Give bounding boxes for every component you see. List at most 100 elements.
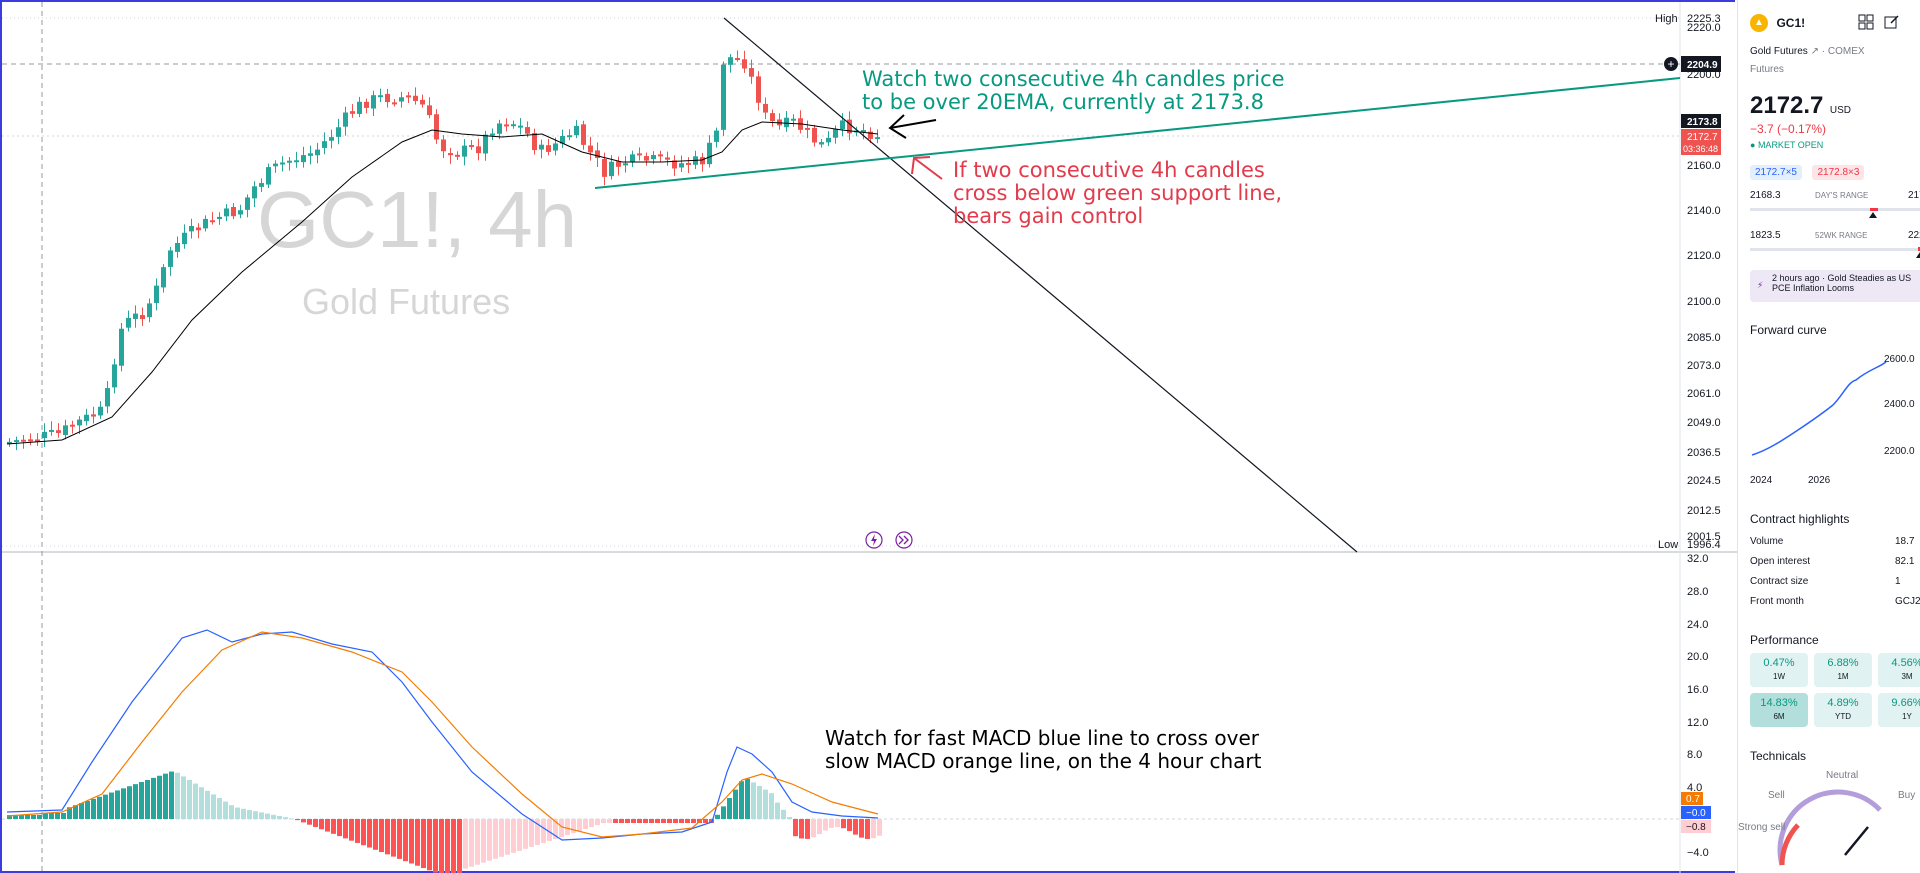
macd-histogram-bar	[853, 819, 858, 835]
symbol-name-row[interactable]: Gold Futures ↗ · COMEX	[1750, 46, 1865, 57]
candle-body	[476, 146, 481, 154]
candle-body	[413, 95, 418, 101]
macd-histogram-bar	[109, 792, 114, 819]
macd-axis[interactable]: 32.0 28.0 24.0 20.0 16.0 12.0 8.0 4.0 −4.0	[1687, 553, 1709, 859]
bid-ask-row: 2172.7×5 2172.8×3	[1750, 162, 1865, 180]
edit-icon[interactable]	[1884, 14, 1900, 35]
performance-period: 1W	[1773, 672, 1785, 681]
ema-arrow[interactable]	[888, 114, 937, 139]
candle-body	[868, 131, 873, 139]
ema-note-line2[interactable]: to be over 20EMA, currently at 2173.8	[862, 90, 1264, 114]
support-trendline[interactable]	[594, 77, 1681, 189]
candle-body	[322, 141, 327, 148]
technicals-gauge[interactable]: Neutral Sell Buy Strong sell	[1738, 765, 1920, 873]
contract-title[interactable]: Contract highlights	[1750, 512, 1850, 526]
macd-tick-label: −4.0	[1687, 847, 1709, 859]
ema-note-line1[interactable]: Watch two consecutive 4h candles price	[862, 67, 1285, 91]
candle-body	[560, 135, 565, 144]
candle-body	[504, 124, 509, 127]
macd-histogram-bar	[751, 782, 756, 819]
candle-body	[28, 439, 33, 442]
macd-histogram[interactable]	[7, 771, 882, 873]
fast-forward-icon[interactable]	[895, 531, 913, 549]
performance-cell[interactable]: 14.83% 6M	[1750, 693, 1808, 727]
forward-curve-chart[interactable]: 2600.0 2400.0 2200.0 2024 2026	[1738, 340, 1920, 490]
macd-histogram-bar	[385, 819, 390, 855]
ema-20-line[interactable]	[6, 121, 879, 445]
candle-body	[7, 441, 12, 444]
macd-histogram-bar	[343, 819, 348, 839]
performance-cell[interactable]: 0.47% 1W	[1750, 653, 1808, 687]
macd-histogram-bar	[217, 798, 222, 819]
support-note-line2[interactable]: cross below green support line,	[953, 181, 1282, 205]
candle-body	[35, 439, 40, 442]
performance-cell[interactable]: 9.66% 1Y	[1878, 693, 1920, 727]
symbol-header[interactable]: ▲ GC1!	[1750, 14, 1805, 32]
performance-cell[interactable]: 4.56% 3M	[1878, 653, 1920, 687]
macd-histogram-bar	[673, 819, 678, 823]
candle-body	[301, 155, 306, 163]
price-axis[interactable]: 2220.02200.02160.02140.02120.02100.02085…	[1687, 22, 1721, 543]
macd-fast-line[interactable]	[6, 629, 879, 841]
macd-histogram-bar	[691, 819, 696, 823]
forward-curve-title[interactable]: Forward curve	[1750, 323, 1827, 337]
macd-histogram-bar	[355, 819, 360, 843]
symbol-details-panel[interactable]: ▲ GC1! Gold Futures ↗ · COMEX Futures 21…	[1737, 0, 1920, 873]
news-card[interactable]: ⚡ 2 hours ago · Gold Steadies as US PCE …	[1750, 270, 1920, 302]
support-note-line1[interactable]: If two consecutive 4h candles	[953, 158, 1265, 182]
week52-marker	[1916, 252, 1920, 258]
performance-value: 9.66%	[1891, 697, 1920, 709]
candle-body	[847, 119, 852, 134]
macd-slow-line[interactable]	[6, 631, 879, 838]
candle-body	[812, 127, 817, 143]
grid-icon[interactable]	[1858, 14, 1874, 35]
forward-curve-x1: 2026	[1808, 475, 1831, 486]
candle-body	[308, 153, 313, 156]
candle-body	[777, 119, 782, 126]
gold-logo-icon: ▲	[1750, 14, 1768, 32]
candle-body	[210, 220, 215, 223]
resistance-trendline[interactable]	[723, 17, 1358, 553]
candle-body	[630, 154, 635, 163]
candle-body	[357, 101, 362, 114]
performance-cell[interactable]: 4.89% YTD	[1814, 693, 1872, 727]
market-status: ● MARKET OPEN	[1750, 140, 1824, 150]
macd-note-line2[interactable]: slow MACD orange line, on the 4 hour cha…	[825, 749, 1262, 773]
chart-canvas[interactable]: GC1!, 4h Gold Futures Watch two consecut…	[2, 2, 1737, 873]
macd-histogram-bar	[775, 802, 780, 819]
macd-histogram-bar	[745, 778, 750, 819]
candle-body	[287, 160, 292, 163]
macd-tick-label: 32.0	[1687, 553, 1708, 565]
candle-body	[539, 144, 544, 150]
lightning-icon[interactable]	[865, 531, 883, 549]
macd-histogram-bar	[61, 813, 66, 819]
symbol-name[interactable]: Gold Futures	[1750, 46, 1808, 57]
candle-body	[714, 130, 719, 142]
day-range-fill	[1870, 208, 1878, 211]
symbol-ticker[interactable]: GC1!	[1776, 16, 1806, 30]
candle-body	[700, 157, 705, 165]
external-link-icon[interactable]: ↗	[1810, 46, 1819, 57]
macd-histogram-bar	[73, 805, 78, 819]
performance-value: 6.88%	[1827, 657, 1859, 669]
support-arrow[interactable]	[911, 156, 943, 180]
macd-histogram-bar	[97, 796, 102, 819]
macd-histogram-bar	[205, 790, 210, 819]
candle-body	[84, 414, 89, 422]
news-title[interactable]: Gold Steadies as US PCE Inflation Looms	[1772, 273, 1912, 293]
macd-histogram-bar	[115, 790, 120, 819]
chart-area[interactable]: GC1!, 4h Gold Futures Watch two consecut…	[0, 0, 1737, 873]
performance-title[interactable]: Performance	[1750, 633, 1819, 647]
crosshair-price-tag[interactable]: + 2204.9	[1664, 56, 1721, 72]
candle-body	[140, 315, 145, 320]
macd-histogram-bar	[67, 807, 72, 819]
candle-body	[735, 58, 740, 61]
performance-cell[interactable]: 6.88% 1M	[1814, 653, 1872, 687]
candlestick-series[interactable]	[7, 50, 880, 451]
macd-histogram-bar	[253, 811, 258, 819]
macd-histogram-bar	[817, 819, 822, 835]
technicals-title[interactable]: Technicals	[1750, 749, 1807, 763]
macd-note-line1[interactable]: Watch for fast MACD blue line to cross o…	[825, 726, 1260, 750]
support-note-line3[interactable]: bears gain control	[953, 204, 1143, 228]
performance-period: 3M	[1901, 672, 1913, 681]
